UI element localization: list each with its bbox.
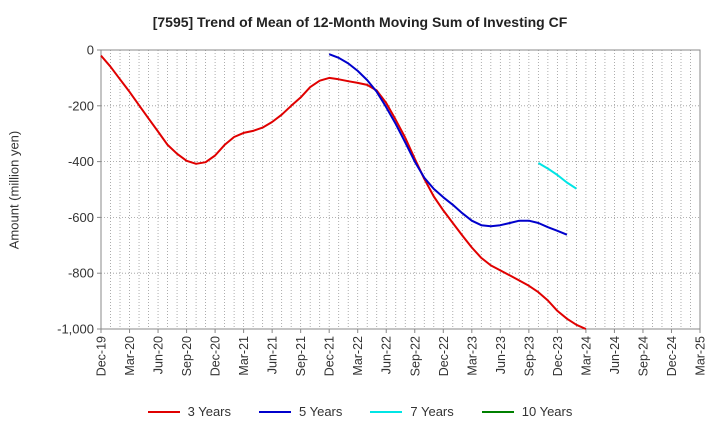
x-tick-label: Mar-24 [579, 336, 593, 376]
y-tick-label: -200 [68, 98, 94, 113]
legend-swatch [370, 410, 403, 413]
x-tick-label: Jun-23 [494, 336, 508, 374]
legend-item: 5 Years [259, 404, 342, 419]
series-line-5-years [328, 53, 568, 236]
x-tick-label: Sep-22 [408, 336, 422, 376]
legend-item: 7 Years [370, 404, 454, 419]
y-tick-label: 0 [87, 43, 94, 58]
legend: 3 Years 5 Years 7 Years 10 Years [0, 404, 720, 419]
x-tick-label: Jun-20 [152, 336, 166, 374]
x-tick-label: Jun-24 [608, 336, 622, 374]
legend-label: 10 Years [521, 404, 573, 419]
x-tick-label: Dec-21 [323, 336, 337, 376]
x-tick-label: Sep-20 [180, 336, 194, 376]
x-tick-label: Sep-24 [636, 336, 650, 376]
x-tick-label: Mar-21 [237, 336, 251, 376]
legend-label: 3 Years [187, 404, 231, 419]
x-tick-label: Mar-23 [465, 336, 479, 376]
x-tick-label: Mar-20 [123, 336, 137, 376]
x-tick-label: Dec-22 [437, 336, 451, 376]
x-tick-label: Dec-19 [95, 336, 109, 376]
x-ticks: Dec-19 Mar-20 Jun-20 Sep-20 Dec-20 Mar-21 Jun-… [95, 329, 708, 376]
x-tick-label: Sep-23 [522, 336, 536, 376]
legend-label: 5 Years [299, 404, 343, 419]
series-line-7-years [537, 162, 577, 190]
chart-title: [7595] Trend of Mean of 12-Month Moving … [152, 14, 568, 30]
legend-item: 3 Years [147, 404, 231, 419]
y-tick-label: -400 [68, 154, 94, 169]
x-tick-label: Dec-20 [209, 336, 223, 376]
x-tick-label: Dec-23 [551, 336, 565, 376]
x-tick-label: Mar-22 [351, 336, 365, 376]
x-tick-label: Dec-24 [665, 336, 679, 376]
series-lines [100, 53, 587, 330]
legend-swatch [147, 410, 180, 413]
y-ticks: 0 -200 -400 -600 -800 -1,000 [57, 43, 101, 337]
legend-swatch [259, 410, 291, 413]
y-tick-label: -600 [68, 210, 94, 225]
x-tick-label: Jun-21 [266, 336, 280, 374]
y-tick-label: -1,000 [57, 322, 94, 337]
y-tick-label: -800 [68, 266, 94, 281]
x-tick-label: Mar-25 [694, 336, 708, 376]
x-tick-label: Jun-22 [380, 336, 394, 374]
series-line-3-years [100, 54, 587, 330]
plot-area [100, 49, 701, 330]
x-tick-label: Sep-21 [294, 336, 308, 376]
legend-item: 10 Years [481, 404, 573, 419]
legend-swatch [481, 410, 514, 413]
grid-lines [101, 50, 700, 329]
legend-label: 7 Years [410, 404, 454, 419]
